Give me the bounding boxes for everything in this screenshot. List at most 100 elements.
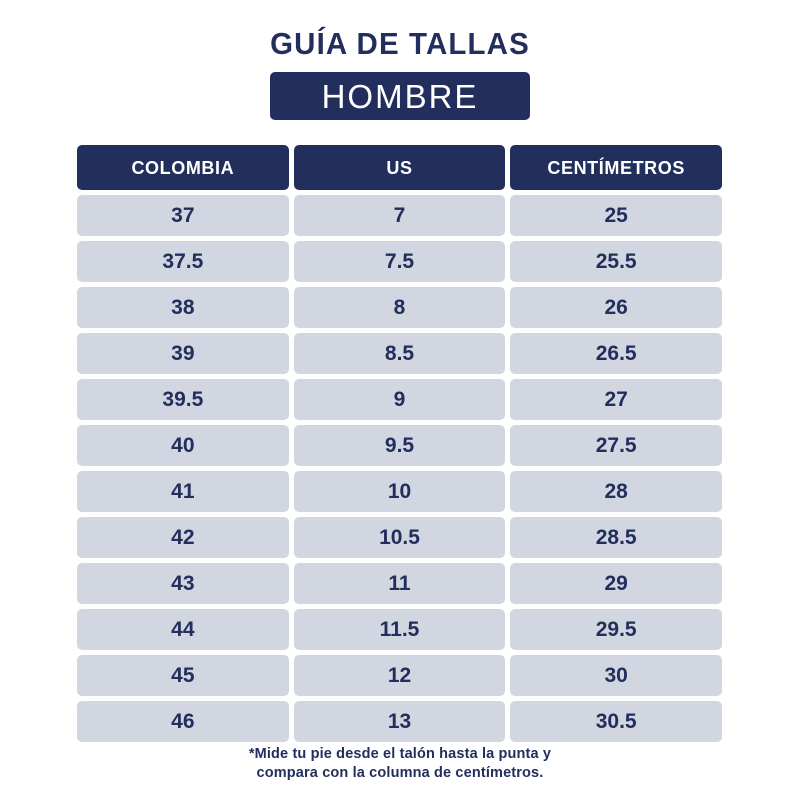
cell-value: 27.5 xyxy=(595,434,637,457)
cell-centimetros: 25 xyxy=(510,195,723,236)
cell-value: 41 xyxy=(171,480,195,503)
cell-value: 38 xyxy=(171,296,195,319)
table-row: 40 9.5 27.5 xyxy=(77,425,723,466)
cell-value: 40 xyxy=(171,434,195,457)
cell-centimetros: 30.5 xyxy=(510,701,723,742)
cell-value: 39.5 xyxy=(162,388,204,411)
cell-value: 28.5 xyxy=(595,526,637,549)
cell-value: 12 xyxy=(387,664,412,687)
cell-value: 37.5 xyxy=(162,250,204,273)
cell-colombia: 42 xyxy=(77,517,289,558)
cell-value: 45 xyxy=(171,664,195,687)
cell-us: 9.5 xyxy=(293,425,506,466)
cell-centimetros: 28.5 xyxy=(510,517,723,558)
cell-us: 12 xyxy=(293,655,506,696)
table-row: 44 11.5 29.5 xyxy=(77,609,723,650)
cell-colombia: 44 xyxy=(77,609,289,650)
title-block: GUÍA DE TALLAS HOMBRE xyxy=(0,0,800,120)
cell-value: 25 xyxy=(604,204,628,227)
cell-colombia: 43 xyxy=(77,563,289,604)
cell-us: 13 xyxy=(293,701,506,742)
table-row: 39.5 9 27 xyxy=(77,379,723,420)
table-row: 41 10 28 xyxy=(77,471,723,512)
cell-value: 39 xyxy=(171,342,195,365)
cell-value: 8.5 xyxy=(384,342,415,365)
cell-value: 11.5 xyxy=(379,618,420,641)
cell-value: 13 xyxy=(387,710,412,733)
cell-us: 11 xyxy=(293,563,506,604)
cell-value: 28 xyxy=(604,480,628,503)
cell-value: 29.5 xyxy=(595,618,637,641)
cell-value: 44 xyxy=(171,618,195,641)
cell-colombia: 39 xyxy=(77,333,289,374)
column-header-label: COLOMBIA xyxy=(131,157,235,178)
cell-value: 10.5 xyxy=(379,526,420,549)
cell-value: 37 xyxy=(171,204,195,227)
cell-us: 10.5 xyxy=(293,517,506,558)
cell-us: 7.5 xyxy=(293,241,506,282)
column-header-centimetros: CENTÍMETROS xyxy=(510,145,723,190)
size-table: COLOMBIA US CENTÍMETROS 37 7 25 37.5 7.5… xyxy=(77,145,723,747)
table-header-row: COLOMBIA US CENTÍMETROS xyxy=(77,145,723,190)
cell-centimetros: 29.5 xyxy=(510,609,723,650)
cell-colombia: 38 xyxy=(77,287,289,328)
table-row: 42 10.5 28.5 xyxy=(77,517,723,558)
cell-centimetros: 27.5 xyxy=(510,425,723,466)
cell-value: 43 xyxy=(171,572,195,595)
cell-value: 42 xyxy=(171,526,195,549)
cell-colombia: 40 xyxy=(77,425,289,466)
table-row: 39 8.5 26.5 xyxy=(77,333,723,374)
page-title: GUÍA DE TALLAS xyxy=(270,26,530,61)
measurement-note-line-2: compara con la columna de centímetros. xyxy=(256,765,544,782)
cell-value: 27 xyxy=(604,388,628,411)
cell-centimetros: 29 xyxy=(510,563,723,604)
cell-value: 26.5 xyxy=(595,342,637,365)
cell-colombia: 39.5 xyxy=(77,379,289,420)
cell-value: 46 xyxy=(171,710,195,733)
cell-value: 9.5 xyxy=(384,434,415,457)
table-row: 37.5 7.5 25.5 xyxy=(77,241,723,282)
gender-banner-label: HOMBRE xyxy=(321,77,479,115)
table-row: 37 7 25 xyxy=(77,195,723,236)
cell-us: 9 xyxy=(293,379,506,420)
cell-centimetros: 25.5 xyxy=(510,241,723,282)
cell-us: 10 xyxy=(293,471,506,512)
cell-colombia: 45 xyxy=(77,655,289,696)
cell-us: 11.5 xyxy=(293,609,506,650)
cell-centimetros: 28 xyxy=(510,471,723,512)
measurement-note-line-1: *Mide tu pie desde el talón hasta la pun… xyxy=(248,746,552,762)
column-header-label: US xyxy=(386,157,413,178)
column-header-us: US xyxy=(293,145,506,190)
cell-centimetros: 30 xyxy=(510,655,723,696)
cell-value: 8 xyxy=(393,296,406,319)
cell-centimetros: 27 xyxy=(510,379,723,420)
cell-colombia: 46 xyxy=(77,701,289,742)
column-header-label: CENTÍMETROS xyxy=(547,157,685,178)
cell-value: 7 xyxy=(393,204,406,227)
cell-value: 11 xyxy=(388,572,411,595)
cell-centimetros: 26 xyxy=(510,287,723,328)
cell-us: 8 xyxy=(293,287,506,328)
cell-value: 30.5 xyxy=(595,710,637,733)
measurement-note: *Mide tu pie desde el talón hasta la pun… xyxy=(0,745,800,783)
gender-banner: HOMBRE xyxy=(270,72,530,120)
cell-us: 7 xyxy=(293,195,506,236)
cell-value: 26 xyxy=(604,296,628,319)
table-row: 46 13 30.5 xyxy=(77,701,723,742)
cell-value: 10 xyxy=(387,480,412,503)
cell-colombia: 41 xyxy=(77,471,289,512)
cell-value: 25.5 xyxy=(595,250,637,273)
table-row: 45 12 30 xyxy=(77,655,723,696)
cell-value: 30 xyxy=(604,664,628,687)
cell-us: 8.5 xyxy=(293,333,506,374)
cell-value: 9 xyxy=(393,388,406,411)
column-header-colombia: COLOMBIA xyxy=(77,145,289,190)
cell-colombia: 37.5 xyxy=(77,241,289,282)
cell-value: 29 xyxy=(604,572,628,595)
cell-centimetros: 26.5 xyxy=(510,333,723,374)
table-row: 43 11 29 xyxy=(77,563,723,604)
cell-colombia: 37 xyxy=(77,195,289,236)
table-row: 38 8 26 xyxy=(77,287,723,328)
cell-value: 7.5 xyxy=(384,250,415,273)
